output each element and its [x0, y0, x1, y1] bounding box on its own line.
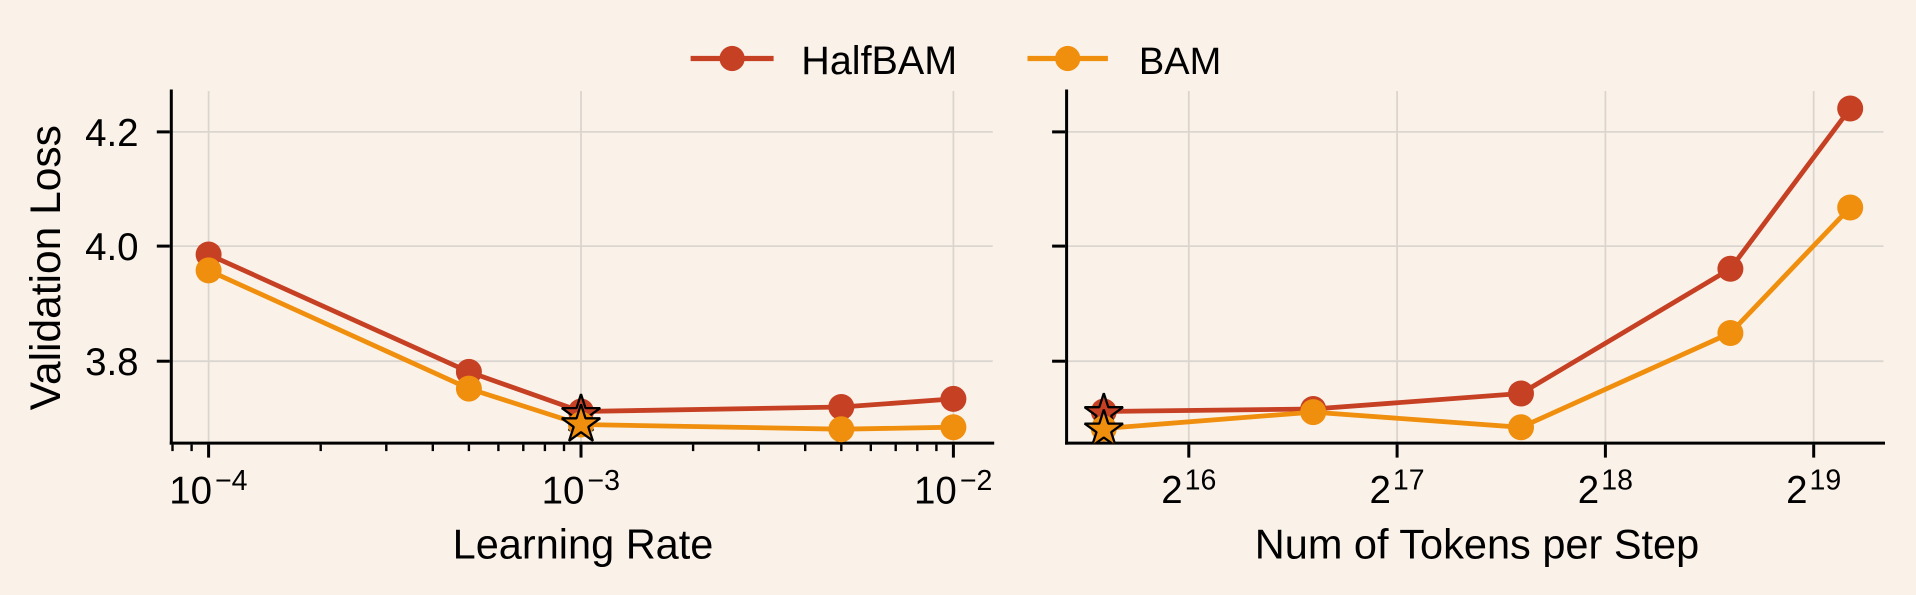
- svg-text:4.0: 4.0: [85, 226, 139, 269]
- svg-text:4.2: 4.2: [85, 112, 139, 155]
- svg-text:HalfBAM: HalfBAM: [801, 39, 957, 83]
- svg-text:Validation Loss: Validation Loss: [23, 125, 70, 410]
- svg-text:3.8: 3.8: [85, 341, 139, 384]
- svg-text:BAM: BAM: [1139, 41, 1221, 83]
- svg-text:Num of Tokens per Step: Num of Tokens per Step: [1255, 521, 1699, 568]
- svg-text:10−3: 10 −3: [542, 465, 620, 513]
- svg-text:Learning Rate: Learning Rate: [453, 521, 714, 568]
